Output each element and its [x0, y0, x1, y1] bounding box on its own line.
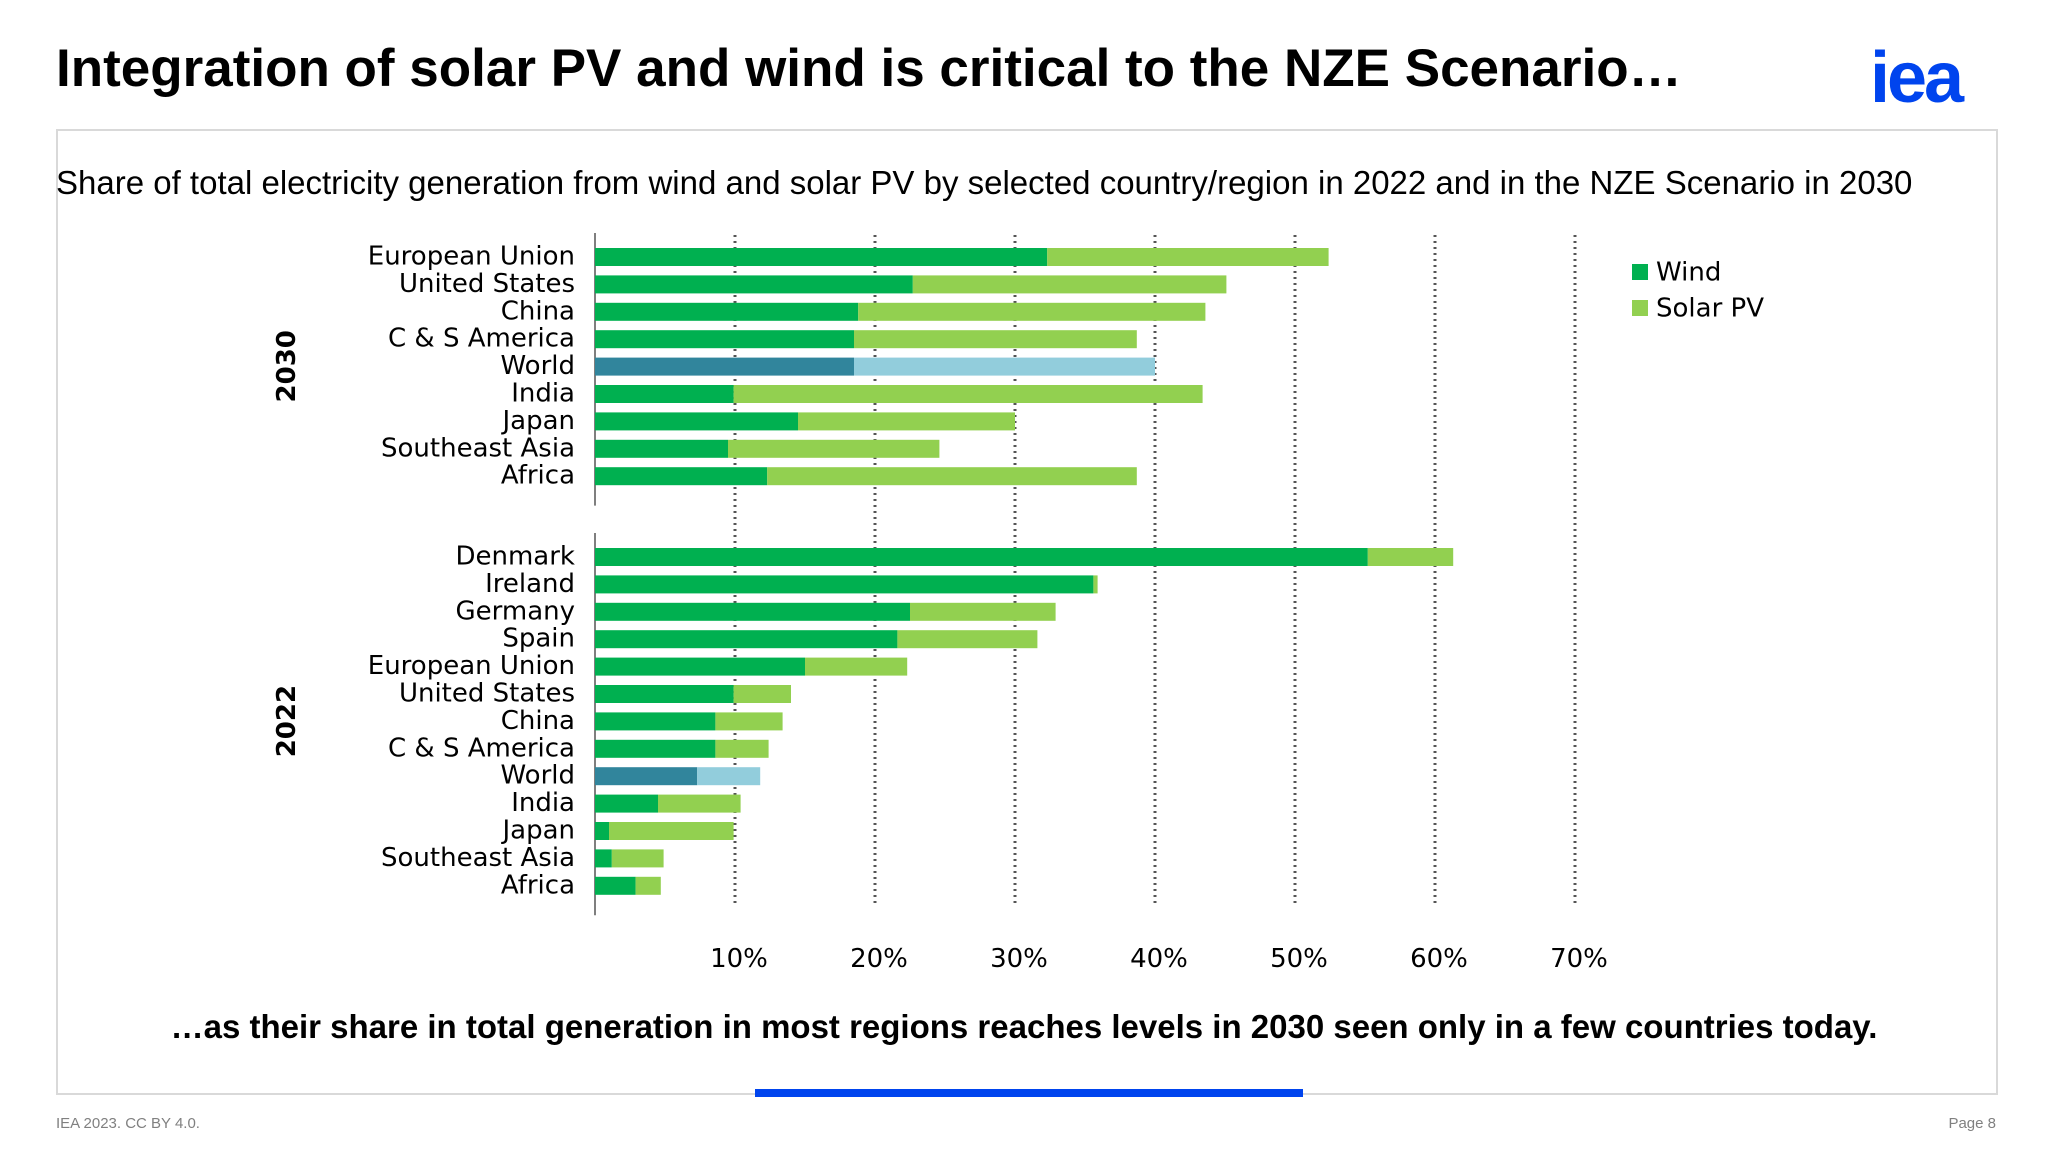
bar-wind [595, 467, 768, 486]
legend-label: Solar PV [1656, 294, 1764, 324]
bar-solar-pv [912, 275, 1227, 294]
bar-wind [595, 439, 728, 458]
bar-solar-pv [635, 876, 661, 895]
bar-wind [595, 767, 698, 786]
x-tick-label: 70% [1550, 944, 1608, 974]
bar-wind [595, 330, 854, 349]
bar-solar-pv [854, 357, 1155, 376]
chart-title: Share of total electricity generation fr… [56, 164, 1913, 201]
x-tick-label: 20% [850, 944, 908, 974]
bar-solar-pv [733, 685, 791, 703]
group-label: 2030 [272, 330, 302, 402]
bar-solar-pv [733, 385, 1203, 403]
category-label: World [500, 351, 575, 381]
x-tick-label: 60% [1410, 944, 1468, 974]
bar-wind [595, 630, 898, 649]
group-label: 2022 [272, 685, 302, 757]
bar-wind [595, 575, 1094, 594]
category-label: India [511, 788, 575, 818]
bar-solar-pv [611, 849, 664, 868]
slide-title: Integration of solar PV and wind is crit… [56, 39, 1682, 98]
bar-wind [595, 248, 1048, 266]
legend-swatch [1632, 264, 1648, 280]
category-label: C & S America [388, 324, 575, 354]
bar-wind [595, 602, 910, 621]
category-label: European Union [368, 242, 575, 272]
category-label: Southeast Asia [381, 843, 575, 873]
bar-wind [595, 357, 854, 376]
x-tick-label: 10% [710, 944, 768, 974]
category-label: European Union [368, 651, 575, 681]
footer-page-number: Page 8 [1948, 1115, 1996, 1132]
bar-wind [595, 849, 612, 868]
category-label: India [511, 379, 575, 409]
bar-solar-pv [728, 439, 940, 458]
bottom-caption: …as their share in total generation in m… [170, 1008, 1878, 1045]
iea-logo: iea [1870, 44, 1968, 114]
bar-wind [595, 302, 859, 321]
category-label: China [501, 706, 575, 736]
bar-solar-pv [658, 794, 741, 813]
category-label: Southeast Asia [381, 433, 575, 463]
category-label: Africa [501, 461, 575, 491]
bar-wind [595, 412, 798, 431]
bar-solar-pv [1367, 548, 1454, 566]
bar-wind [595, 548, 1368, 566]
bar-wind [595, 385, 734, 403]
category-label: Japan [500, 406, 575, 436]
category-label: Spain [502, 624, 575, 654]
bar-solar-pv [854, 330, 1137, 349]
bar-solar-pv [798, 412, 1015, 431]
x-tick-label: 30% [990, 944, 1048, 974]
legend-label: Wind [1656, 258, 1721, 288]
bar-solar-pv [697, 767, 761, 786]
bar-wind [595, 876, 636, 895]
bar-solar-pv [1093, 575, 1098, 594]
category-label: United States [399, 679, 575, 709]
x-tick-label: 50% [1270, 944, 1328, 974]
category-label: Japan [500, 816, 575, 846]
bar-solar-pv [1047, 248, 1329, 266]
legend-swatch [1632, 300, 1648, 316]
bar-wind [595, 712, 716, 731]
bar-wind [595, 739, 716, 758]
bar-solar-pv [858, 302, 1206, 321]
category-label: Ireland [485, 569, 575, 599]
bar-wind [595, 685, 734, 703]
category-label: World [500, 761, 575, 791]
iea-logo-text: iea [1870, 44, 1965, 114]
bar-solar-pv [609, 822, 734, 840]
bar-wind [595, 657, 805, 676]
bar-wind [595, 822, 609, 840]
category-label: Africa [501, 870, 575, 900]
category-label: China [501, 296, 575, 326]
bar-solar-pv [910, 602, 1056, 621]
category-label: C & S America [388, 733, 575, 763]
x-tick-label: 40% [1130, 944, 1188, 974]
bar-solar-pv [715, 712, 783, 731]
category-label: Denmark [455, 542, 575, 572]
bar-solar-pv [715, 739, 769, 758]
bar-solar-pv [805, 657, 908, 676]
accent-bar [755, 1089, 1303, 1097]
category-label: United States [399, 269, 575, 299]
bar-wind [595, 794, 658, 813]
bar-wind [595, 275, 913, 294]
bar-solar-pv [767, 467, 1137, 486]
bar-solar-pv [897, 630, 1038, 649]
category-label: Germany [455, 596, 575, 626]
footer-copyright: IEA 2023. CC BY 4.0. [56, 1115, 200, 1132]
